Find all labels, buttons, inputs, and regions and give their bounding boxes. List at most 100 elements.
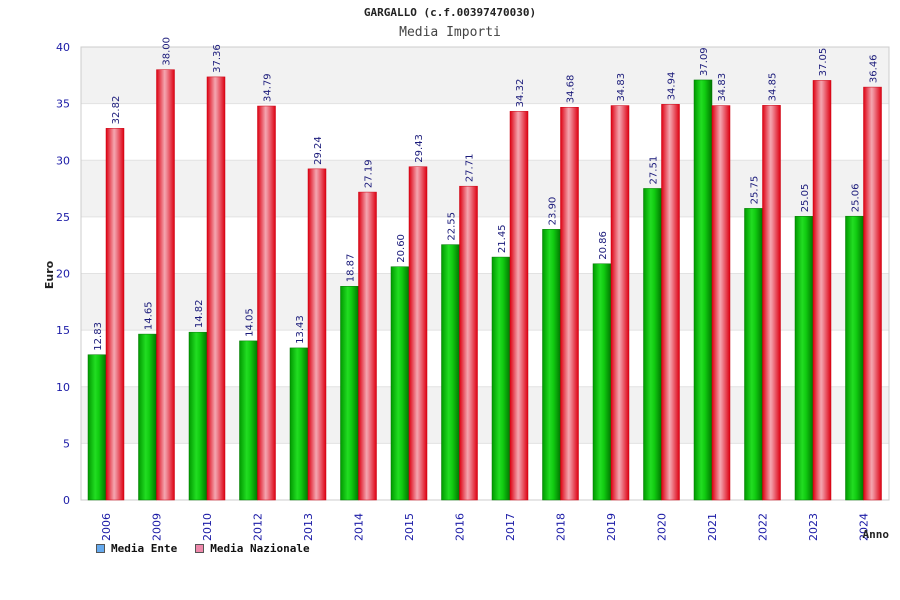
y-tick-label: 5 — [63, 437, 70, 450]
bar-media-nazionale — [156, 69, 175, 501]
data-label: 34.32 — [515, 79, 526, 108]
data-label: 27.51 — [649, 156, 660, 185]
data-label: 20.86 — [598, 231, 609, 260]
data-label: 34.94 — [667, 72, 678, 101]
bar-media-ente — [340, 286, 359, 501]
x-axis-label: Anno — [863, 528, 890, 541]
bar-media-ente — [693, 79, 713, 501]
x-tick-label: 2014 — [353, 513, 366, 541]
bar-media-nazionale — [610, 105, 630, 501]
bar-media-ente — [289, 347, 309, 501]
y-tick-label: 20 — [56, 268, 70, 281]
bar-media-nazionale — [509, 111, 529, 501]
data-label: 22.55 — [447, 212, 458, 241]
legend-swatch-media-nazionale — [195, 544, 205, 553]
bar-media-nazionale — [762, 105, 781, 501]
data-label: 34.85 — [768, 73, 779, 102]
x-tick-label: 2019 — [605, 513, 618, 541]
x-tick-label: 2024 — [858, 513, 871, 541]
y-tick-label: 15 — [56, 324, 70, 337]
bar-media-nazionale — [812, 80, 832, 501]
bar-media-nazionale — [863, 86, 882, 501]
bar-media-ente — [239, 340, 258, 501]
bar-media-ente — [643, 188, 662, 501]
chart-title: GARGALLO (c.f.00397470030) — [363, 6, 537, 19]
x-tick-label: 2006 — [100, 513, 113, 541]
y-tick-label: 10 — [56, 381, 70, 394]
bar-media-ente — [794, 216, 814, 501]
bar-media-nazionale — [661, 104, 680, 501]
data-label: 21.45 — [497, 224, 508, 253]
legend: Media Ente Media Nazionale — [96, 542, 310, 555]
data-label: 25.06 — [851, 184, 862, 213]
bar-media-nazionale — [408, 166, 428, 501]
data-label: 18.87 — [346, 254, 357, 283]
data-label: 32.82 — [111, 96, 122, 125]
x-tick-label: 2013 — [302, 513, 315, 541]
y-tick-label: 30 — [56, 154, 70, 167]
x-tick-label: 2021 — [706, 513, 719, 541]
data-label: 34.83 — [717, 73, 728, 102]
y-tick-label: 40 — [56, 41, 70, 54]
data-label: 25.75 — [750, 176, 761, 205]
data-label: 34.68 — [566, 75, 577, 104]
data-label: 12.83 — [93, 322, 104, 351]
data-label: 37.09 — [699, 47, 710, 76]
plot-frame — [80, 46, 890, 501]
bar-media-ente — [390, 266, 410, 501]
bar-media-ente — [441, 244, 460, 501]
data-label: 34.83 — [616, 73, 627, 102]
y-tick-label: 0 — [63, 494, 70, 507]
y-tick-label: 35 — [56, 98, 70, 111]
data-label: 20.60 — [396, 234, 407, 263]
x-tick-label: 2018 — [555, 513, 568, 541]
y-tick-label: 25 — [56, 211, 70, 224]
data-label: 38.00 — [162, 37, 173, 66]
data-label: 37.36 — [212, 44, 223, 73]
x-tick-label: 2016 — [454, 513, 467, 541]
legend-label-media-nazionale: Media Nazionale — [210, 542, 310, 555]
data-label: 14.82 — [194, 300, 205, 329]
bar-media-ente — [138, 333, 157, 501]
data-label: 13.43 — [295, 315, 306, 344]
data-label: 29.43 — [414, 134, 425, 163]
bar-media-nazionale — [711, 105, 731, 501]
bar-media-ente — [592, 263, 612, 501]
x-tick-label: 2023 — [807, 513, 820, 541]
bar-media-nazionale — [307, 168, 327, 501]
chart-subtitle: Media Importi — [399, 25, 501, 40]
legend-item-media-nazionale: Media Nazionale — [195, 542, 310, 555]
x-tick-label: 2015 — [403, 513, 416, 541]
bar-media-nazionale — [459, 185, 478, 501]
legend-swatch-media-ente — [96, 544, 105, 553]
x-tick-label: 2017 — [504, 513, 517, 541]
data-label: 27.19 — [364, 159, 375, 188]
bar-media-nazionale — [358, 191, 377, 501]
bar-media-nazionale — [105, 128, 125, 501]
bar-media-ente — [744, 208, 763, 501]
bar-media-ente — [491, 256, 511, 501]
bar-media-nazionale — [560, 106, 579, 501]
bar-media-ente — [845, 215, 864, 501]
data-label: 37.05 — [818, 48, 829, 77]
x-tick-label: 2010 — [201, 513, 214, 541]
bar-media-nazionale — [257, 105, 276, 501]
data-label: 14.65 — [144, 301, 155, 330]
bar-media-ente — [87, 354, 107, 501]
data-label: 25.05 — [800, 184, 811, 213]
x-tick-label: 2020 — [656, 513, 669, 541]
x-tick-label: 2009 — [151, 513, 164, 541]
x-tick-label: 2022 — [757, 513, 770, 541]
bar-media-nazionale — [206, 76, 226, 501]
data-label: 14.05 — [245, 308, 256, 337]
legend-label-media-ente: Media Ente — [111, 542, 178, 555]
data-label: 27.71 — [465, 154, 476, 183]
x-tick-label: 2012 — [252, 513, 265, 541]
data-label: 36.46 — [869, 54, 880, 83]
data-label: 29.24 — [313, 136, 324, 165]
legend-item-media-ente: Media Ente — [96, 542, 177, 555]
bar-media-ente — [188, 331, 208, 501]
bar-media-ente — [542, 229, 561, 501]
